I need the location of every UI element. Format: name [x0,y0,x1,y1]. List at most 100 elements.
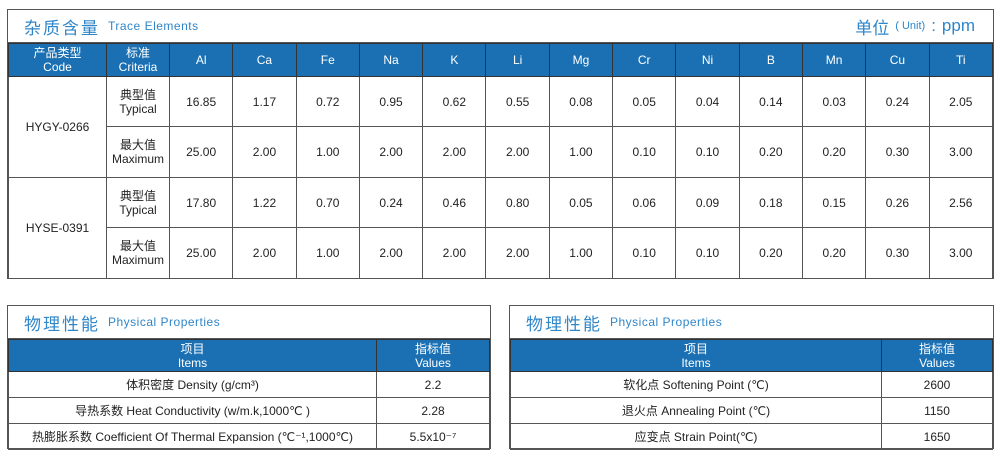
unit-en: ( Unit) [895,20,926,32]
value-cell-mg: 0.08 [548,76,614,127]
header-code: 产品类型 Code [8,43,107,77]
value-cell-ca: 2.00 [232,227,297,279]
value-cell-cr: 0.06 [612,177,677,228]
value-cell-ca: 2.00 [232,126,297,178]
header-values-en: Values [919,355,955,370]
trace-title-en: Trace Elements [108,19,199,33]
criteria-cn: 最大值 [119,138,156,152]
header-criteria-en: Criteria [118,60,158,74]
value-cell-b: 0.20 [738,126,803,178]
value-cell-k: 2.00 [422,227,487,279]
physical-left-title-bar: 物理性能 Physical Properties [8,306,490,339]
property-item: 退火点 Annealing Point (℃) [510,397,882,424]
value-cell-k: 2.00 [422,126,487,178]
property-item: 软化点 Softening Point (℃) [510,371,882,398]
header-items-en: Items [681,355,711,370]
value-cell-cr: 0.10 [612,227,677,279]
unit-value: ppm [941,16,975,35]
value-cell-mn: 0.20 [801,227,867,279]
property-value: 2.2 [376,371,490,398]
value-cell-na: 2.00 [358,126,424,178]
value-cell-li: 0.80 [485,177,550,228]
value-cell-ti: 2.05 [928,76,994,127]
physical-right-title-en: Physical Properties [610,315,723,329]
header-element-al: Al [168,43,234,77]
table-row: 最大值 Maximum 25.00 2.00 1.00 2.00 2.00 2.00 1.00 0… [9,227,994,279]
table-row: 导热系数 Heat Conductivity (w/m.k,1000℃ ) 2.2… [8,397,490,424]
unit-label: 单位 ( Unit) : ppm [855,14,975,39]
value-cell-ti: 3.00 [928,126,994,178]
header-element-cr: Cr [612,43,677,77]
physical-left-title-cn: 物理性能 [24,314,100,334]
value-cell-mg: 0.05 [548,177,614,228]
header-items: 项目 Items [8,339,377,372]
value-cell-li: 2.00 [485,227,550,279]
table-row: 退火点 Annealing Point (℃) 1150 [510,397,993,424]
value-cell-mn: 0.15 [801,177,867,228]
value-cell-ni: 0.10 [675,126,740,178]
table-row: 软化点 Softening Point (℃) 2600 [510,371,993,398]
trace-title-bar: 杂质含量 Trace Elements 单位 ( Unit) : ppm [8,10,993,43]
trace-elements-panel: 杂质含量 Trace Elements 单位 ( Unit) : ppm 产品类… [7,9,994,279]
value-cell-fe: 0.72 [295,76,360,127]
header-items-cn: 项目 [180,341,205,356]
header-element-mg: Mg [548,43,614,77]
header-element-fe: Fe [295,43,360,77]
header-element-na: Na [358,43,424,77]
header-element-ca: Ca [232,43,297,77]
value-cell-al: 25.00 [168,126,234,178]
value-cell-k: 0.46 [422,177,487,228]
product-code: HYSE-0391 [8,177,107,279]
physical-right-table: 项目 Items 指标值 Values 软化点 Softening Point (℃… [510,339,993,450]
trace-table: 产品类型 Code 标准 Criteria Al Ca Fe Na K Li Mg Cr Ni B Mn… [8,43,994,279]
value-cell-mn: 0.20 [801,126,867,178]
value-cell-ni: 0.04 [675,76,740,127]
value-cell-cu: 0.24 [865,76,930,127]
value-cell-na: 0.24 [358,177,424,228]
value-cell-ca: 1.17 [232,76,297,127]
physical-right-title-cn: 物理性能 [526,314,602,334]
value-cell-fe: 0.70 [295,177,360,228]
property-value: 1650 [881,423,993,450]
header-code-en: Code [43,60,72,74]
value-cell-al: 25.00 [168,227,234,279]
property-value: 1150 [881,397,993,424]
header-values: 指标值 Values [376,339,490,372]
criteria-cell: 最大值 Maximum [106,227,170,279]
value-cell-mn: 0.03 [801,76,867,127]
criteria-en: Maximum [111,152,164,166]
property-item: 热膨胀系数 Coefficient Of Thermal Expansion (… [8,423,377,450]
value-cell-cr: 0.10 [612,126,677,178]
header-element-li: Li [485,43,550,77]
criteria-cn: 最大值 [119,239,156,253]
product-code: HYGY-0266 [8,76,107,178]
header-code-cn: 产品类型 [33,46,82,60]
physical-left-title-en: Physical Properties [108,315,221,329]
criteria-en: Maximum [111,253,164,267]
header-element-b: B [738,43,803,77]
value-cell-cu: 0.30 [865,126,930,178]
value-cell-b: 0.14 [738,76,803,127]
value-cell-ni: 0.10 [675,227,740,279]
value-cell-li: 2.00 [485,126,550,178]
trace-title-cn: 杂质含量 [24,18,100,38]
criteria-cell: 典型值 Typical [106,177,170,228]
header-criteria: 标准 Criteria [106,43,170,77]
table-row: 体积密度 Density (g/cm³) 2.2 [8,371,490,398]
value-cell-na: 2.00 [358,227,424,279]
header-element-k: K [422,43,487,77]
value-cell-b: 0.18 [738,177,803,228]
value-cell-al: 17.80 [168,177,234,228]
criteria-cell: 最大值 Maximum [106,126,170,178]
physical-left-table: 项目 Items 指标值 Values 体积密度 Density (g/cm³) 2.… [8,339,490,450]
value-cell-cu: 0.30 [865,227,930,279]
property-item: 应变点 Strain Point(℃) [510,423,882,450]
value-cell-b: 0.20 [738,227,803,279]
value-cell-na: 0.95 [358,76,424,127]
property-item: 导热系数 Heat Conductivity (w/m.k,1000℃ ) [8,397,377,424]
physical-properties-left: 物理性能 Physical Properties 项目 Items 指标值 Valu… [7,305,491,450]
table-row: 最大值 Maximum 25.00 2.00 1.00 2.00 2.00 2.00 1.00 0… [9,126,994,178]
table-row: 应变点 Strain Point(℃) 1650 [510,423,993,450]
header-values-cn: 指标值 [918,341,955,356]
physical-properties-right: 物理性能 Physical Properties 项目 Items 指标值 Valu… [509,305,994,450]
